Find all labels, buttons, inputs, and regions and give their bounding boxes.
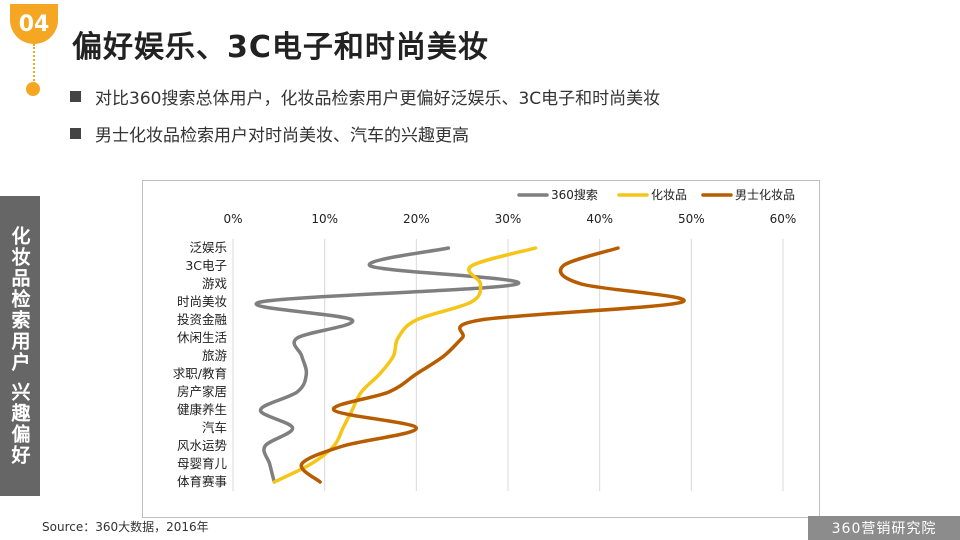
x-tick-label: 20% bbox=[403, 212, 430, 226]
category-label: 体育赛事 bbox=[177, 474, 227, 489]
category-label: 旅游 bbox=[202, 348, 228, 363]
series-line-1 bbox=[254, 246, 521, 484]
bullet-text-2: 男士化妆品检索用户对时尚美妆、汽车的兴趣更高 bbox=[95, 126, 469, 146]
category-label: 3C电子 bbox=[185, 258, 227, 273]
category-label: 时尚美妆 bbox=[177, 294, 227, 309]
category-label: 投资金融 bbox=[177, 312, 228, 327]
legend-label-3: 男士化妆品 bbox=[735, 188, 795, 202]
x-tick-label: 40% bbox=[586, 212, 613, 226]
brand-logo-text: 360营销研究院 bbox=[831, 521, 937, 537]
interest-line-chart: 0% 10% 20% 30% 40% 50% 60% 泛娱乐 3C电子游戏时尚美妆投资金融休闲生… bbox=[173, 187, 797, 491]
brand-logo: 360营销研究院 bbox=[808, 516, 960, 540]
x-tick-label: 0% bbox=[223, 212, 242, 226]
category-label: 房产家居 bbox=[177, 384, 227, 399]
category-label: 汽车 bbox=[202, 420, 227, 435]
bullet-item-2: 男士化妆品检索用户对时尚美妆、汽车的兴趣更高 bbox=[70, 121, 469, 146]
category-label: 母婴育儿 bbox=[177, 456, 228, 471]
series-line-3 bbox=[299, 246, 686, 484]
section-number: 04 bbox=[18, 11, 50, 37]
legend-label-2: 化妆品 bbox=[651, 188, 687, 202]
chart-container: 0% 10% 20% 30% 40% 50% 60% 泛娱乐 3C电子游戏时尚美妆投资金融休闲生… bbox=[142, 180, 820, 518]
badge-dot bbox=[26, 82, 40, 96]
source-note: Source：360大数据，2016年 bbox=[42, 520, 209, 534]
section-number-badge: 04 bbox=[10, 4, 58, 44]
x-tick-label: 30% bbox=[495, 212, 522, 226]
legend-label-1: 360搜索 bbox=[551, 187, 598, 202]
category-label: 游戏 bbox=[202, 276, 227, 291]
category-label: 泛娱乐 bbox=[189, 240, 227, 255]
page-title: 偏好娱乐、3C电子和时尚美妆 bbox=[72, 30, 489, 65]
badge-connector-line bbox=[33, 44, 36, 84]
side-label-bar: 化妆品检索用户 兴趣偏好 bbox=[0, 196, 40, 496]
category-label: 休闲生活 bbox=[177, 330, 227, 345]
category-label: 健康养生 bbox=[177, 402, 227, 417]
series-line-2 bbox=[272, 246, 538, 484]
bullet-item-1: 对比360搜索总体用户，化妆品检索用户更偏好泛娱乐、3C电子和时尚美妆 bbox=[70, 84, 660, 109]
bullet-square-icon bbox=[70, 91, 81, 102]
x-tick-label: 10% bbox=[311, 212, 338, 226]
category-label: 求职/教育 bbox=[173, 366, 227, 381]
bullet-text-1: 对比360搜索总体用户，化妆品检索用户更偏好泛娱乐、3C电子和时尚美妆 bbox=[95, 89, 661, 109]
category-label: 风水运势 bbox=[177, 438, 228, 453]
x-tick-label: 60% bbox=[770, 212, 797, 226]
x-tick-label: 50% bbox=[678, 212, 705, 226]
bullet-square-icon bbox=[70, 128, 81, 139]
side-label-text: 化妆品检索用户 兴趣偏好 bbox=[8, 226, 31, 466]
